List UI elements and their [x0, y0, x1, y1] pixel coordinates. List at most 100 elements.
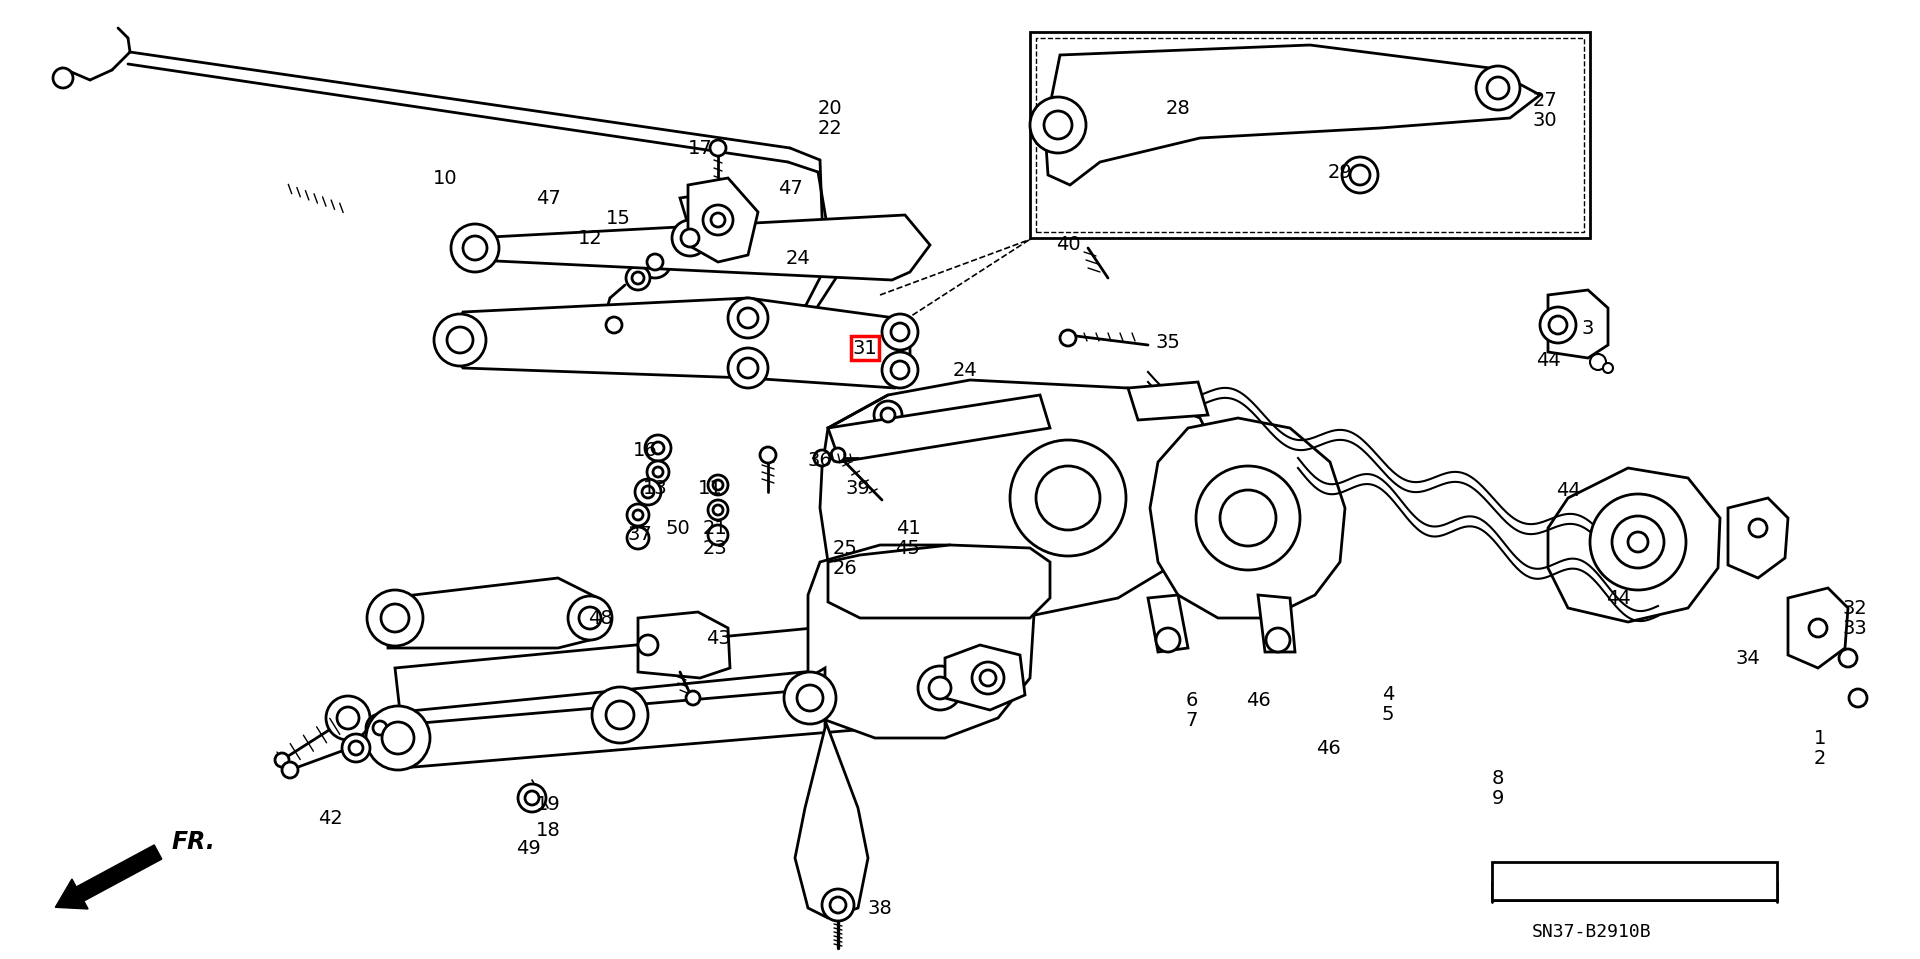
Text: 19: 19	[536, 796, 561, 814]
Text: 27: 27	[1532, 90, 1557, 109]
Circle shape	[701, 208, 714, 222]
Polygon shape	[828, 395, 1050, 462]
Circle shape	[634, 510, 643, 520]
Circle shape	[760, 447, 776, 463]
Polygon shape	[472, 215, 929, 280]
Circle shape	[1749, 519, 1766, 537]
Bar	[1492, 862, 1778, 900]
Circle shape	[1010, 440, 1125, 556]
Text: 46: 46	[1315, 738, 1340, 758]
Circle shape	[632, 272, 643, 284]
Circle shape	[1603, 363, 1613, 373]
Circle shape	[685, 691, 701, 705]
Bar	[1037, 38, 1584, 232]
Circle shape	[639, 246, 670, 278]
Circle shape	[874, 401, 902, 429]
Circle shape	[518, 784, 545, 812]
Circle shape	[829, 897, 847, 913]
Text: 29: 29	[1327, 162, 1352, 181]
Circle shape	[1549, 316, 1567, 334]
Text: 50: 50	[666, 519, 691, 537]
Text: 2: 2	[1814, 749, 1826, 767]
Text: 10: 10	[432, 169, 457, 188]
Text: 46: 46	[1246, 690, 1271, 710]
Circle shape	[653, 442, 664, 454]
Circle shape	[710, 213, 726, 227]
Circle shape	[628, 527, 649, 549]
Circle shape	[580, 607, 601, 629]
Text: 8: 8	[1492, 768, 1503, 787]
Circle shape	[1044, 111, 1071, 139]
Circle shape	[703, 205, 733, 235]
Circle shape	[349, 741, 363, 755]
Polygon shape	[1788, 588, 1847, 668]
Circle shape	[647, 461, 668, 483]
Circle shape	[891, 323, 908, 341]
Circle shape	[568, 596, 612, 640]
Text: 16: 16	[632, 440, 657, 459]
Polygon shape	[1728, 498, 1788, 578]
Text: 23: 23	[703, 539, 728, 557]
Text: 47: 47	[536, 189, 561, 207]
Polygon shape	[1548, 468, 1720, 622]
Circle shape	[1628, 532, 1647, 552]
Circle shape	[1809, 619, 1828, 637]
Circle shape	[1037, 466, 1100, 530]
Circle shape	[712, 480, 724, 490]
Text: 30: 30	[1532, 110, 1557, 129]
Circle shape	[463, 236, 488, 260]
Text: 34: 34	[1736, 648, 1761, 667]
Polygon shape	[945, 645, 1025, 710]
Circle shape	[972, 662, 1004, 694]
Text: 5: 5	[1382, 706, 1394, 724]
Circle shape	[672, 220, 708, 256]
Circle shape	[881, 408, 895, 422]
Circle shape	[54, 68, 73, 88]
Circle shape	[831, 448, 845, 462]
Text: SN37-B2910B: SN37-B2910B	[1532, 923, 1651, 941]
Circle shape	[626, 266, 651, 290]
Text: 49: 49	[516, 838, 540, 857]
Circle shape	[1265, 628, 1290, 652]
Polygon shape	[1129, 382, 1208, 420]
Circle shape	[372, 721, 388, 735]
Text: 33: 33	[1843, 619, 1868, 638]
Circle shape	[447, 327, 472, 353]
Polygon shape	[397, 678, 975, 768]
Circle shape	[1839, 649, 1857, 667]
Circle shape	[591, 687, 649, 743]
Text: 45: 45	[895, 539, 920, 557]
Circle shape	[1342, 157, 1379, 193]
Text: 12: 12	[578, 228, 603, 247]
Circle shape	[701, 241, 714, 255]
Circle shape	[367, 590, 422, 646]
Text: 24: 24	[785, 248, 810, 268]
Circle shape	[1029, 97, 1087, 153]
Text: 41: 41	[895, 519, 920, 537]
Circle shape	[737, 308, 758, 328]
Text: 31: 31	[852, 339, 877, 358]
Text: 37: 37	[628, 526, 653, 545]
Text: 43: 43	[707, 628, 730, 647]
Circle shape	[682, 229, 699, 247]
Text: 48: 48	[588, 609, 612, 627]
Circle shape	[1060, 330, 1075, 346]
Circle shape	[367, 706, 430, 770]
Circle shape	[881, 314, 918, 350]
Text: 22: 22	[818, 119, 843, 137]
Circle shape	[1219, 490, 1277, 546]
Circle shape	[783, 672, 835, 724]
Text: 1: 1	[1814, 729, 1826, 747]
Text: 47: 47	[778, 178, 803, 198]
Circle shape	[342, 734, 371, 762]
Circle shape	[728, 298, 768, 338]
Circle shape	[382, 722, 415, 754]
Circle shape	[1590, 494, 1686, 590]
Circle shape	[918, 666, 962, 710]
Circle shape	[814, 450, 829, 466]
Text: 11: 11	[697, 479, 722, 498]
Text: 4: 4	[1382, 686, 1394, 705]
Circle shape	[367, 714, 394, 742]
Text: 32: 32	[1843, 598, 1868, 618]
Circle shape	[979, 670, 996, 686]
